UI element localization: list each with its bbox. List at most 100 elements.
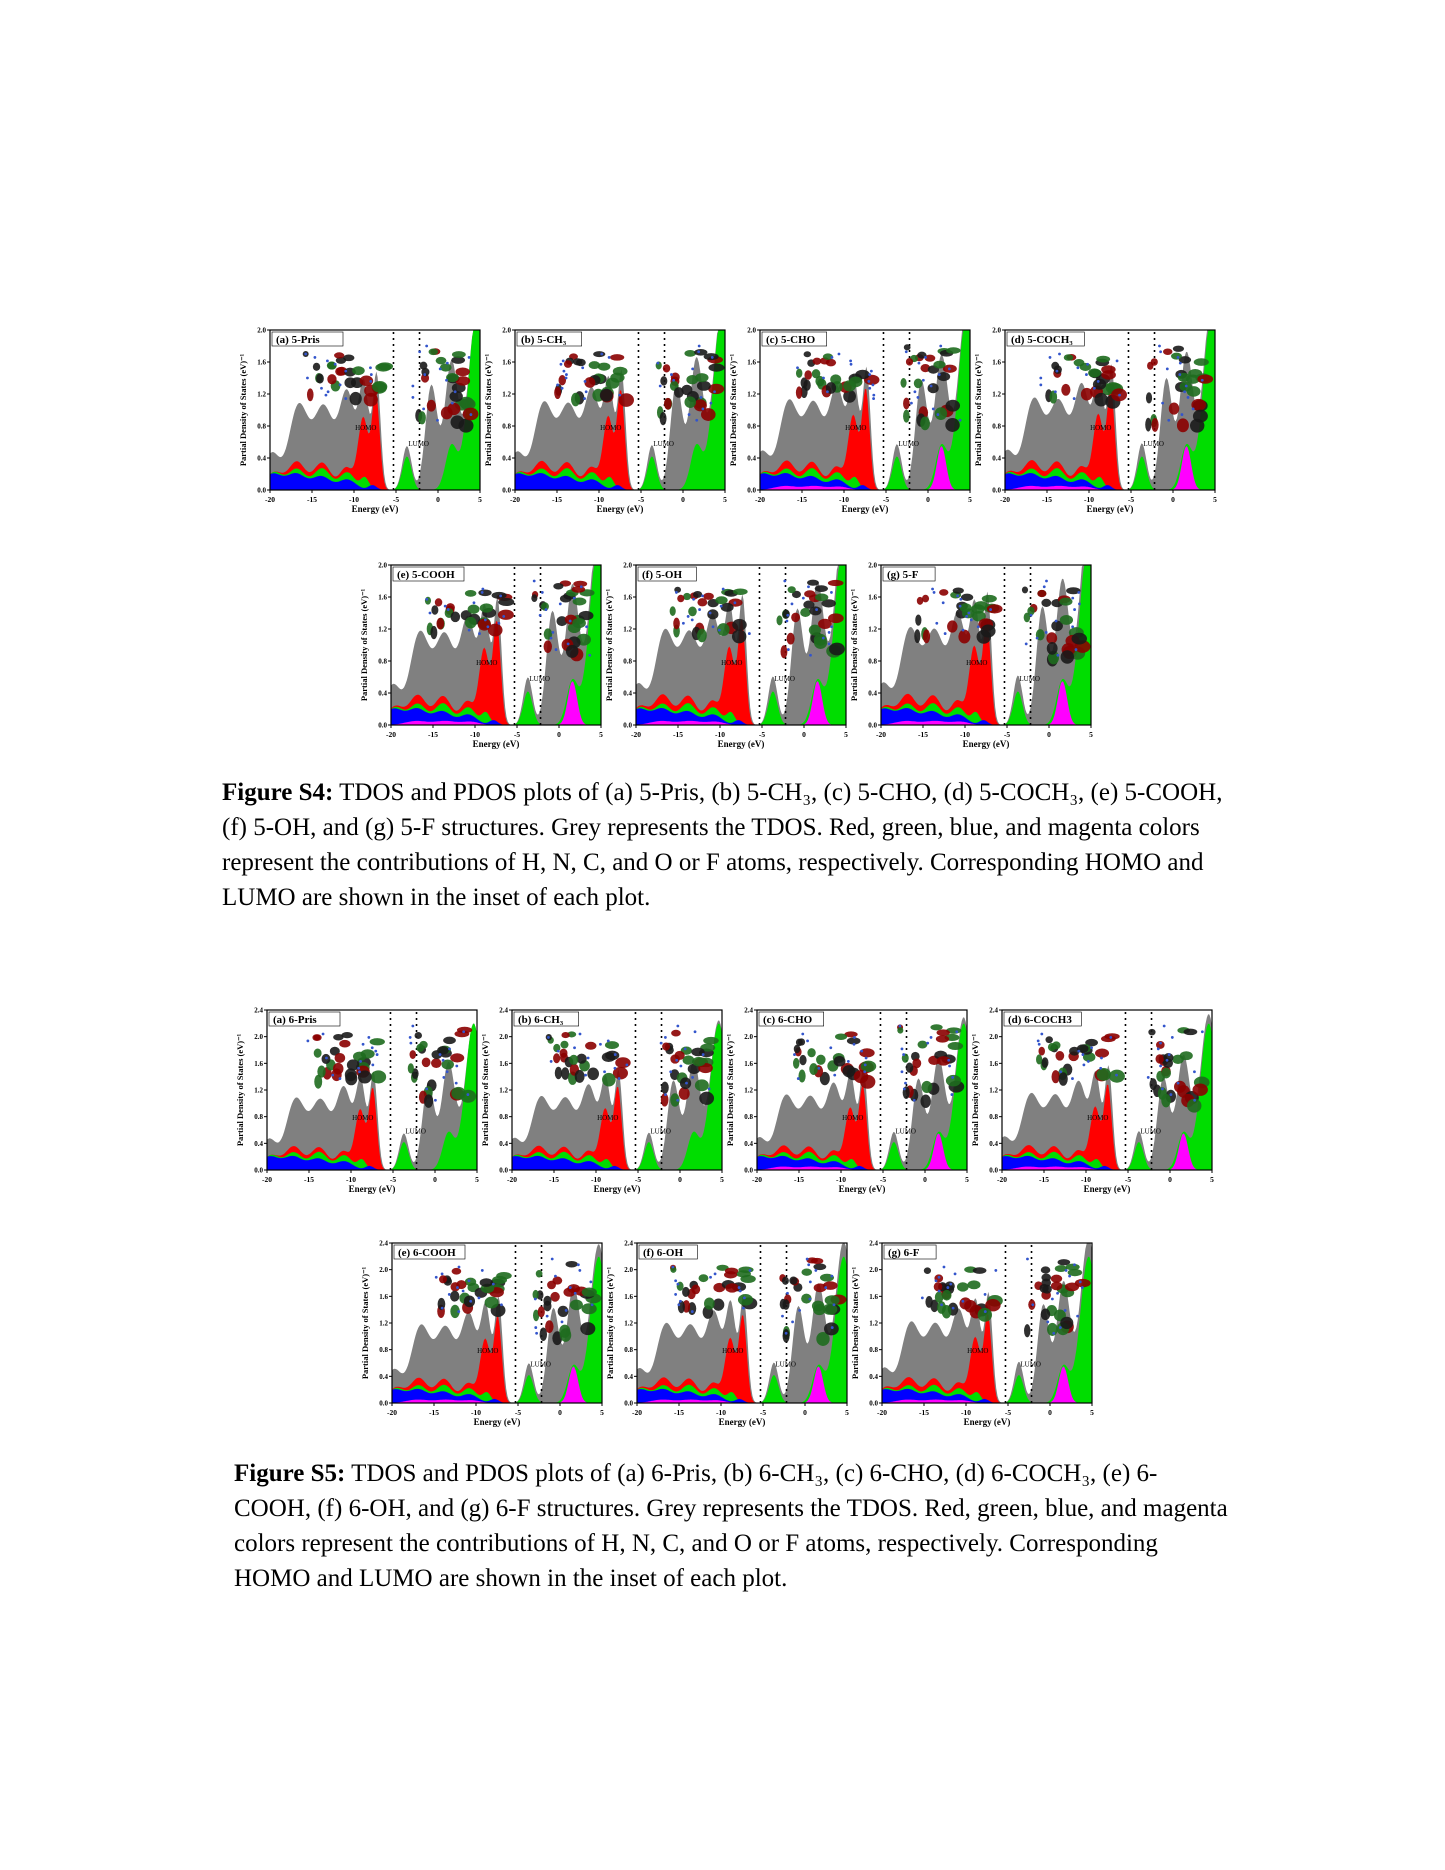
lumo-orbital-inset xyxy=(531,579,595,662)
x-tick-label: 0 xyxy=(557,730,561,739)
panel-title-box xyxy=(513,1011,579,1027)
pdos-h-area xyxy=(636,619,846,725)
y-tick-label: 0.0 xyxy=(502,487,511,495)
pdos-h-area xyxy=(1005,387,1215,490)
pdos-o-f-area xyxy=(1005,446,1215,490)
x-axis-label: Energy (eV) xyxy=(474,1417,521,1427)
pdos-c-area xyxy=(637,1388,847,1403)
y-tick-label: 1.2 xyxy=(378,626,387,634)
y-tick-label: 0.0 xyxy=(499,1167,508,1175)
y-tick-label: 1.2 xyxy=(747,391,756,399)
homo-orbital-inset xyxy=(554,351,634,407)
panel-title-box xyxy=(1003,1011,1082,1027)
lumo-label: LUMO xyxy=(530,1360,551,1368)
dos-panel-S4-1: HOMO LUMO 0.0 0.4 0.8 1.2 1.6 2.0 -20 -15 -10 -5 0 5 E… xyxy=(483,327,727,515)
x-tick-label: 0 xyxy=(802,730,806,739)
y-tick-label: 0.0 xyxy=(868,722,877,730)
dos-panel-S5-0: HOMO LUMO 0.0 0.4 0.8 1.2 1.6 2.0 2.4 -20 -15 -10 -5… xyxy=(235,1007,479,1195)
homo-label: HOMO xyxy=(1087,1114,1108,1122)
x-tick-label: 0 xyxy=(681,495,685,504)
pdos-c-area xyxy=(636,708,846,725)
y-tick-label: 0.8 xyxy=(254,1113,263,1121)
panel-title-box xyxy=(883,1244,937,1260)
lumo-label: LUMO xyxy=(775,1360,796,1368)
y-tick-label: 2.0 xyxy=(624,1266,633,1274)
y-tick-label: 1.6 xyxy=(254,1060,263,1068)
y-tick-label: 1.6 xyxy=(378,594,387,602)
y-tick-label: 2.0 xyxy=(744,1033,753,1041)
lumo-label: LUMO xyxy=(895,1127,916,1135)
y-tick-label: 0.0 xyxy=(989,1167,998,1175)
x-tick-label: 0 xyxy=(436,495,440,504)
panel-title: (e) 6-COOH xyxy=(398,1247,456,1259)
y-tick-label: 1.2 xyxy=(379,1320,388,1328)
x-tick-label: -10 xyxy=(470,730,480,739)
x-tick-label: -5 xyxy=(1128,495,1134,504)
y-axis-label: Partial Density of States (eV)⁻¹ xyxy=(849,588,859,701)
x-axis-label: Energy (eV) xyxy=(842,504,889,514)
homo-orbital-inset xyxy=(434,1265,512,1319)
x-tick-label: -5 xyxy=(760,1408,766,1417)
y-tick-label: 2.0 xyxy=(379,1266,388,1274)
y-tick-label: 1.2 xyxy=(623,626,632,634)
y-tick-label: 2.4 xyxy=(989,1007,998,1015)
x-tick-label: -15 xyxy=(552,495,562,504)
panel-title: (g) 5-F xyxy=(887,569,919,581)
y-axis-label: Partial Density of States (eV)⁻¹ xyxy=(604,588,614,701)
x-axis-label: Energy (eV) xyxy=(719,1417,766,1427)
x-tick-label: -15 xyxy=(307,495,317,504)
panel-title-box xyxy=(271,331,344,347)
y-tick-label: 0.4 xyxy=(747,455,756,463)
y-tick-label: 0.0 xyxy=(378,722,387,730)
y-tick-label: 1.6 xyxy=(257,359,266,367)
lumo-orbital-inset xyxy=(411,344,479,433)
y-tick-label: 1.2 xyxy=(868,626,877,634)
pdos-o-f-area xyxy=(760,446,970,490)
y-tick-label: 0.4 xyxy=(624,1373,633,1381)
homo-label: HOMO xyxy=(476,659,497,667)
y-tick-label: 1.6 xyxy=(502,359,511,367)
dos-panel-S5-4: HOMO LUMO 0.0 0.4 0.8 1.2 1.6 2.0 2.4 -20 -15 -10 -5… xyxy=(360,1240,604,1428)
x-tick-label: 5 xyxy=(600,1408,604,1417)
lumo-label: LUMO xyxy=(529,675,550,683)
homo-orbital-inset xyxy=(1039,352,1128,409)
x-tick-label: -5 xyxy=(515,1408,521,1417)
x-axis-label: Energy (eV) xyxy=(352,504,399,514)
pdos-h-area xyxy=(512,1086,722,1170)
x-tick-label: -20 xyxy=(265,495,275,504)
figure-s4-caption-text: TDOS and PDOS plots of (a) 5-Pris, (b) 5… xyxy=(222,779,1223,911)
homo-label: HOMO xyxy=(842,1114,863,1122)
x-axis-label: Energy (eV) xyxy=(473,739,520,749)
x-tick-label: -5 xyxy=(883,495,889,504)
homo-label: HOMO xyxy=(845,424,866,432)
y-axis-label: Partial Density of States (eV)⁻¹ xyxy=(725,1033,735,1146)
y-tick-label: 1.6 xyxy=(744,1060,753,1068)
x-tick-label: -10 xyxy=(594,495,604,504)
x-tick-label: -5 xyxy=(638,495,644,504)
panel-title: (d) 6-COCH3 xyxy=(1008,1014,1072,1026)
plot-frame xyxy=(1004,329,1216,491)
dos-panel-S4-0: HOMO LUMO 0.0 0.4 0.8 1.2 1.6 2.0 -20 -15 -10 -5 0 5 E… xyxy=(238,327,482,515)
pdos-c-area xyxy=(512,1155,722,1170)
homo-label: HOMO xyxy=(352,1114,373,1122)
y-axis-label: Partial Density of States (eV)⁻¹ xyxy=(360,1266,370,1379)
y-tick-label: 0.8 xyxy=(869,1346,878,1354)
pdos-o-f-area xyxy=(392,1366,602,1403)
x-tick-label: 0 xyxy=(1048,1408,1052,1417)
x-axis-label: Energy (eV) xyxy=(594,1184,641,1194)
y-tick-label: 2.0 xyxy=(502,327,511,335)
lumo-label: LUMO xyxy=(898,440,919,448)
y-tick-label: 2.0 xyxy=(623,562,632,570)
x-tick-label: 0 xyxy=(923,1175,927,1184)
pdos-o-f-area xyxy=(636,681,846,725)
x-tick-label: -15 xyxy=(919,1408,929,1417)
homo-label: HOMO xyxy=(597,1114,618,1122)
x-tick-label: 0 xyxy=(1171,495,1175,504)
pdos-h-area xyxy=(270,391,480,490)
x-tick-label: -5 xyxy=(393,495,399,504)
figure-s5-label: Figure S5: xyxy=(234,1460,346,1487)
x-axis-label: Energy (eV) xyxy=(349,1184,396,1194)
homo-orbital-inset xyxy=(306,1032,387,1089)
y-tick-label: 0.8 xyxy=(624,1346,633,1354)
